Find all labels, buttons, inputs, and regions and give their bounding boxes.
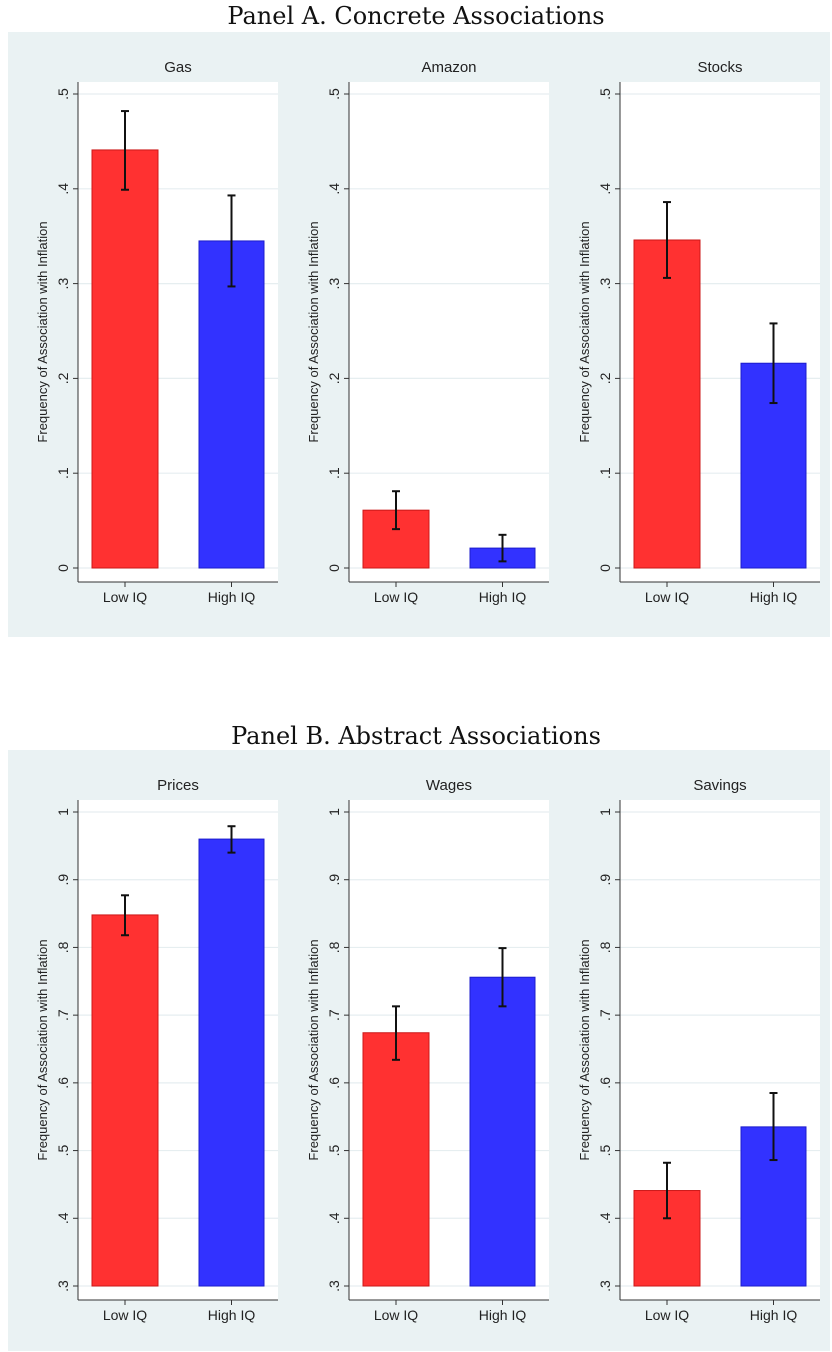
y-tick-label: .8 xyxy=(326,941,342,953)
y-tick-label: .4 xyxy=(326,1212,342,1224)
y-tick-label: .7 xyxy=(597,1009,613,1021)
y-tick-label: .5 xyxy=(326,88,342,100)
x-tick-label: Low IQ xyxy=(103,1307,147,1323)
y-axis-label: Frequency of Association with Inflation xyxy=(306,221,321,442)
subplot-title: Savings xyxy=(693,777,746,794)
y-axis-label: Frequency of Association with Inflation xyxy=(35,939,50,1160)
subplot-title: Amazon xyxy=(421,59,476,76)
panel-a-title: Panel A. Concrete Associations xyxy=(227,2,605,30)
y-tick-label: .9 xyxy=(55,874,71,886)
x-tick-label: Low IQ xyxy=(645,589,689,605)
y-tick-label: 0 xyxy=(326,564,342,572)
y-tick-label: .1 xyxy=(326,467,342,479)
y-axis-label: Frequency of Association with Inflation xyxy=(306,939,321,1160)
y-tick-label: .7 xyxy=(326,1009,342,1021)
y-tick-label: .4 xyxy=(55,1212,71,1224)
panel-b-title: Panel B. Abstract Associations xyxy=(231,722,601,750)
y-tick-label: 0 xyxy=(597,564,613,572)
x-tick-label: High IQ xyxy=(750,589,798,605)
y-tick-label: .9 xyxy=(597,874,613,886)
x-tick-label: High IQ xyxy=(479,589,527,605)
y-tick-label: 1 xyxy=(55,808,71,816)
x-tick-label: High IQ xyxy=(750,1307,798,1323)
y-tick-label: .3 xyxy=(55,278,71,290)
subplot-title: Stocks xyxy=(697,59,742,76)
x-tick-label: Low IQ xyxy=(374,589,418,605)
y-tick-label: .5 xyxy=(597,88,613,100)
chart-gas: Gas 0 .1 .2 .3 .4 .5 Frequency of Association w… xyxy=(35,59,278,605)
y-axis-label: Frequency of Association with Inflation xyxy=(35,221,50,442)
y-tick-label: .8 xyxy=(597,941,613,953)
y-tick-label: 1 xyxy=(326,808,342,816)
y-tick-label: .3 xyxy=(326,1280,342,1292)
bar-low-iq xyxy=(633,239,701,569)
y-tick-label: .5 xyxy=(597,1145,613,1157)
y-tick-label: 1 xyxy=(597,808,613,816)
x-tick-label: High IQ xyxy=(208,1307,256,1323)
bar-low-iq xyxy=(91,149,159,569)
y-tick-label: .3 xyxy=(597,1280,613,1292)
bar-high-iq xyxy=(469,976,536,1287)
bar-low-iq xyxy=(362,1032,430,1287)
chart-prices: Prices .3 .4 .5 .6 .7 .8 .9 1 Frequency of Associ… xyxy=(35,777,278,1323)
y-tick-label: .3 xyxy=(55,1280,71,1292)
y-axis-label: Frequency of Association with Inflation xyxy=(577,939,592,1160)
y-tick-label: .6 xyxy=(55,1077,71,1089)
chart-amazon: Amazon 0 .1 .2 .3 .4 .5 Frequency of Associatio… xyxy=(306,59,549,605)
x-tick-label: Low IQ xyxy=(645,1307,689,1323)
x-tick-label: Low IQ xyxy=(374,1307,418,1323)
chart-savings: Savings .3 .4 .5 .6 .7 .8 .9 1 Frequency of Assoc… xyxy=(577,777,820,1323)
y-tick-label: .2 xyxy=(55,372,71,384)
y-tick-label: .4 xyxy=(326,183,342,195)
bar-high-iq xyxy=(198,240,265,569)
y-tick-label: 0 xyxy=(55,564,71,572)
y-axis-label: Frequency of Association with Inflation xyxy=(577,221,592,442)
y-tick-label: .2 xyxy=(597,372,613,384)
y-tick-label: .4 xyxy=(55,183,71,195)
bar-high-iq xyxy=(198,838,265,1287)
subplot-title: Prices xyxy=(157,777,199,794)
x-tick-label: Low IQ xyxy=(103,589,147,605)
chart-wages: Wages .3 .4 .5 .6 .7 .8 .9 1 Frequency of Associa… xyxy=(306,777,549,1323)
y-tick-label: .8 xyxy=(55,941,71,953)
plot-area xyxy=(349,82,549,582)
y-tick-label: .5 xyxy=(55,1145,71,1157)
y-tick-label: .3 xyxy=(326,278,342,290)
y-tick-label: .5 xyxy=(326,1145,342,1157)
y-tick-label: .3 xyxy=(597,278,613,290)
subplot-title: Gas xyxy=(164,59,192,76)
y-tick-label: .4 xyxy=(597,1212,613,1224)
y-tick-label: .2 xyxy=(326,372,342,384)
x-tick-label: High IQ xyxy=(479,1307,527,1323)
subplot-title: Wages xyxy=(426,777,472,794)
bar-low-iq xyxy=(91,914,159,1287)
y-tick-label: .9 xyxy=(326,874,342,886)
y-tick-label: .1 xyxy=(597,467,613,479)
chart-stocks: Stocks 0 .1 .2 .3 .4 .5 Frequency of Associatio… xyxy=(577,59,820,605)
y-tick-label: .1 xyxy=(55,467,71,479)
y-tick-label: .6 xyxy=(597,1077,613,1089)
x-tick-label: High IQ xyxy=(208,589,256,605)
y-tick-label: .4 xyxy=(597,183,613,195)
y-tick-label: .7 xyxy=(55,1009,71,1021)
y-tick-label: .5 xyxy=(55,88,71,100)
y-tick-label: .6 xyxy=(326,1077,342,1089)
